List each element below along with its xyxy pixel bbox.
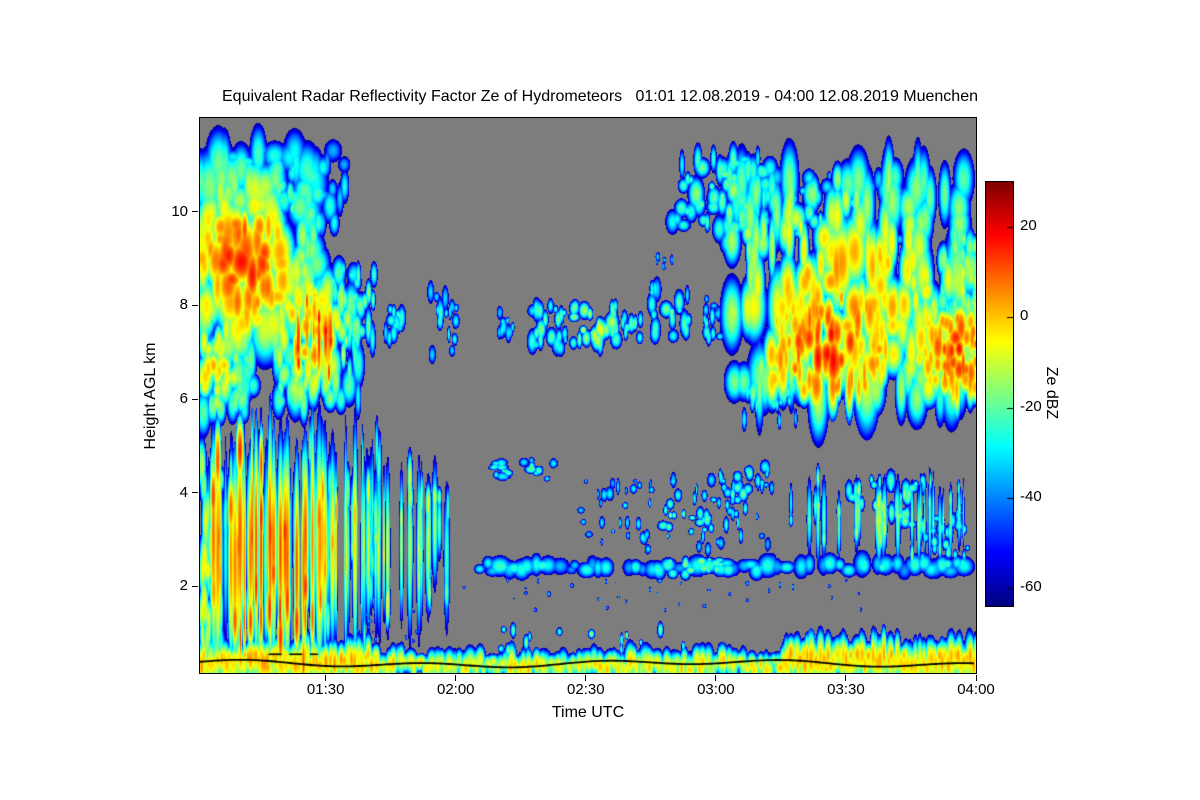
x-tick-mark: [845, 675, 847, 681]
y-tick-label: 4: [179, 483, 188, 501]
y-tick-mark: [192, 492, 198, 494]
colorbar-tick-label: -60: [1020, 577, 1042, 595]
x-tick-label: 03:30: [827, 681, 865, 698]
y-tick-label: 8: [179, 296, 188, 314]
y-tick-label: 6: [179, 390, 188, 407]
colorbar-canvas: [986, 182, 1013, 606]
colorbar-tick-label: 20: [1020, 217, 1037, 235]
y-tick-mark: [192, 211, 198, 213]
y-tick-mark: [192, 304, 198, 306]
x-tick-mark: [325, 675, 327, 681]
colorbar-label: Ze dBZ: [1043, 366, 1060, 420]
x-axis-label: Time UTC: [551, 704, 625, 721]
colorbar-tick-label: -20: [1020, 397, 1042, 415]
x-tick-label: 01:30: [306, 681, 345, 698]
y-tick-label: 10: [171, 202, 188, 220]
reflectivity-heatmap-canvas: [200, 118, 976, 673]
y-tick-mark: [192, 585, 198, 587]
y-tick-mark: [192, 398, 198, 400]
y-axis-label: Height AGL km: [142, 342, 159, 450]
x-tick-mark: [585, 675, 587, 681]
x-tick-label: 02:00: [436, 681, 475, 698]
x-tick-mark: [455, 675, 457, 681]
x-tick-label: 02:30: [567, 681, 605, 698]
chart-title: Equivalent Radar Reflectivity Factor Ze …: [222, 88, 978, 105]
y-tick-label: 2: [179, 577, 188, 595]
colorbar-tick-label: -40: [1020, 487, 1042, 505]
x-tick-label: 04:00: [957, 681, 995, 698]
x-tick-mark: [975, 675, 977, 681]
colorbar-tick-label: 0: [1020, 307, 1029, 325]
x-tick-label: 03:00: [697, 681, 735, 698]
x-tick-mark: [715, 675, 717, 681]
colorbar: [985, 181, 1014, 607]
plot-area: [200, 118, 976, 673]
